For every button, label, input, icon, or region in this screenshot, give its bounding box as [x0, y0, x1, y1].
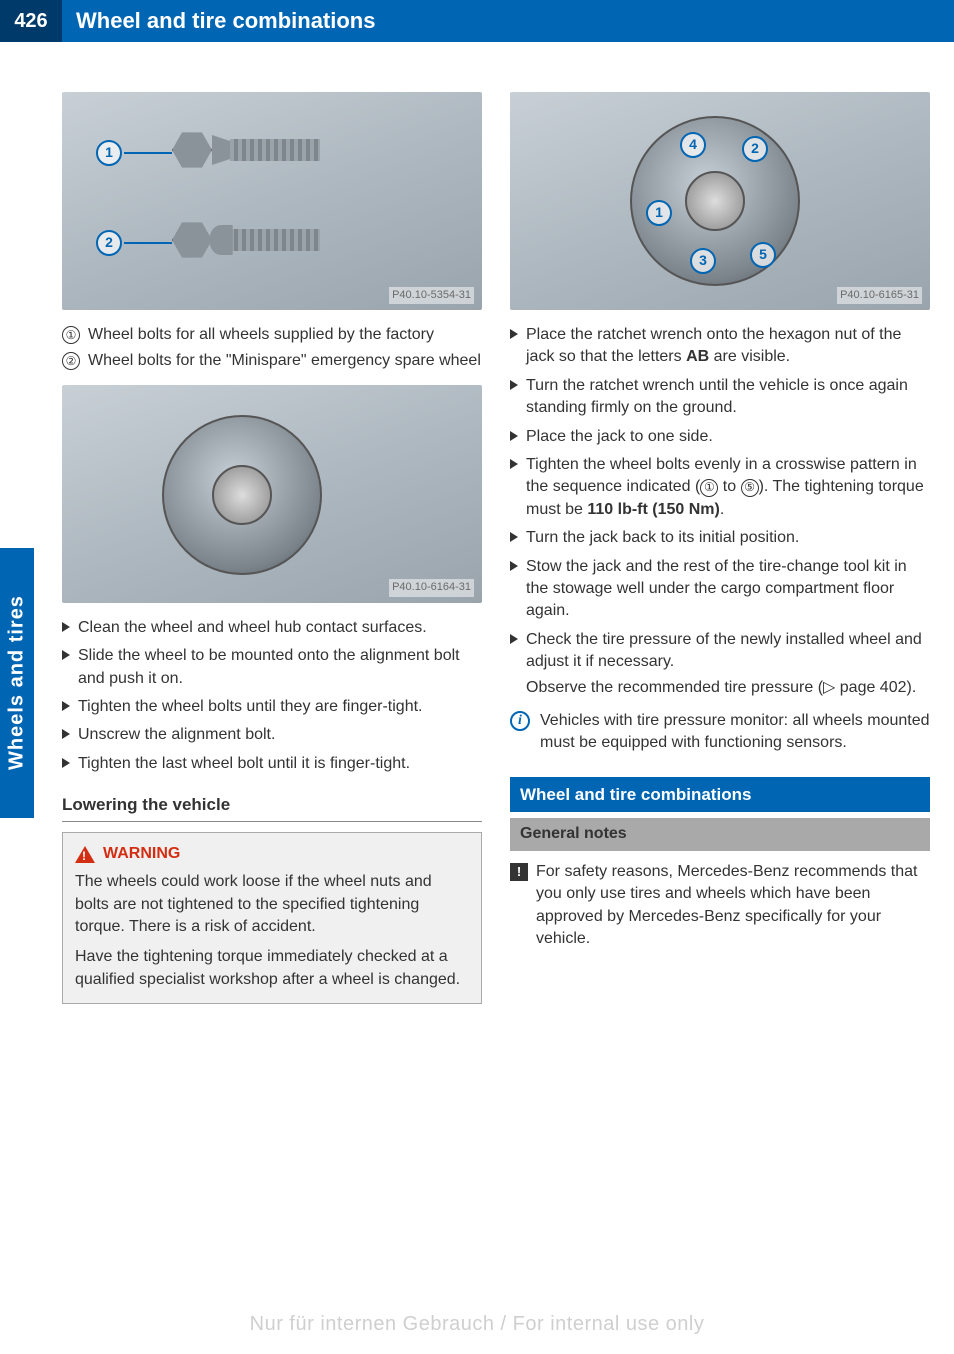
step-text: Place the jack to one side.: [526, 426, 713, 448]
step-text: Stow the jack and the rest of the tire-c…: [526, 556, 930, 623]
header-title: Wheel and tire combinations: [62, 8, 375, 34]
step-text: Unscrew the alignment bolt.: [78, 724, 275, 746]
step-tighten-crosswise: Tighten the wheel bolts evenly in a cros…: [510, 454, 930, 521]
step-turn-ratchet: Turn the ratchet wrench until the vehicl…: [510, 375, 930, 420]
important-text: For safety reasons, Mercedes-Benz recomm…: [536, 861, 930, 951]
subheading-lowering: Lowering the vehicle: [62, 793, 482, 822]
step-place-ratchet: Place the ratchet wrench onto the hexago…: [510, 324, 930, 369]
callout-2-icon: 2: [742, 136, 768, 162]
section-heading: Wheel and tire combinations: [510, 777, 930, 813]
step-text: Clean the wheel and wheel hub contact su…: [78, 617, 427, 639]
bullet-icon: [62, 758, 70, 768]
warning-paragraph-1: The wheels could work loose if the wheel…: [75, 871, 469, 938]
content-area: 1 2 P40.10-5354-31 ① Wheel bolts for all…: [0, 42, 954, 1004]
figure-code: P40.10-5354-31: [389, 287, 474, 304]
step-text: Tighten the wheel bolts evenly in a cros…: [526, 454, 930, 521]
footer-watermark: Nur für internen Gebrauch / For internal…: [0, 1313, 954, 1336]
bullet-icon: [510, 634, 518, 644]
callout-1-icon: 1: [646, 200, 672, 226]
bullet-icon: [510, 459, 518, 469]
step-slide: Slide the wheel to be mounted onto the a…: [62, 645, 482, 690]
step-stow-jack: Stow the jack and the rest of the tire-c…: [510, 556, 930, 623]
exclamation-icon: !: [510, 863, 528, 881]
figure-mounting-wheel: P40.10-6164-31: [62, 385, 482, 603]
right-column: 1 2 3 4 5 P40.10-6165-31 Place the ratch…: [510, 92, 930, 1004]
bullet-icon: [510, 532, 518, 542]
bullet-icon: [510, 561, 518, 571]
inline-circ-1-icon: ①: [700, 479, 718, 497]
bullet-icon: [510, 431, 518, 441]
warning-box: WARNING The wheels could work loose if t…: [62, 832, 482, 1004]
subsection-heading: General notes: [510, 818, 930, 850]
figure-code: P40.10-6164-31: [389, 579, 474, 596]
bullet-icon: [510, 329, 518, 339]
step-text: Place the ratchet wrench onto the hexago…: [526, 324, 930, 369]
info-icon: i: [510, 711, 530, 731]
warning-label: WARNING: [103, 843, 180, 865]
legend-text-1: Wheel bolts for all wheels supplied by t…: [88, 324, 434, 346]
step-text: Slide the wheel to be mounted onto the a…: [78, 645, 482, 690]
legend-number-1-icon: ①: [62, 326, 80, 344]
bullet-icon: [62, 650, 70, 660]
callout-1-icon: 1: [96, 140, 122, 166]
bullet-icon: [510, 380, 518, 390]
page-header: 426 Wheel and tire combinations: [0, 0, 954, 42]
bullet-icon: [62, 729, 70, 739]
important-note: ! For safety reasons, Mercedes-Benz reco…: [510, 861, 930, 951]
left-column: 1 2 P40.10-5354-31 ① Wheel bolts for all…: [62, 92, 482, 1004]
warning-paragraph-2: Have the tightening torque immediately c…: [75, 946, 469, 991]
legend-row-2: ② Wheel bolts for the "Minispare" emerge…: [62, 350, 482, 372]
callout-5-icon: 5: [750, 242, 776, 268]
figure-code: P40.10-6165-31: [837, 287, 922, 304]
step-text: Turn the ratchet wrench until the vehicl…: [526, 375, 930, 420]
page-number: 426: [0, 0, 62, 42]
side-tab: Wheels and tires: [0, 548, 34, 818]
step-tighten-last: Tighten the last wheel bolt until it is …: [62, 753, 482, 775]
step-place-jack: Place the jack to one side.: [510, 426, 930, 448]
warning-title: WARNING: [75, 843, 469, 865]
callout-3-icon: 3: [690, 248, 716, 274]
callout-2-icon: 2: [96, 230, 122, 256]
step-tighten-finger: Tighten the wheel bolts until they are f…: [62, 696, 482, 718]
bullet-icon: [62, 622, 70, 632]
step-jack-initial: Turn the jack back to its initial positi…: [510, 527, 930, 549]
step-text: Turn the jack back to its initial positi…: [526, 527, 799, 549]
step-unscrew: Unscrew the alignment bolt.: [62, 724, 482, 746]
callout-4-icon: 4: [680, 132, 706, 158]
warning-triangle-icon: [75, 846, 95, 863]
bullet-icon: [62, 701, 70, 711]
legend-number-2-icon: ②: [62, 352, 80, 370]
info-text: Vehicles with tire pressure monitor: all…: [540, 710, 930, 755]
figure-tighten-sequence: 1 2 3 4 5 P40.10-6165-31: [510, 92, 930, 310]
legend-row-1: ① Wheel bolts for all wheels supplied by…: [62, 324, 482, 346]
step-check-pressure: Check the tire pressure of the newly ins…: [510, 629, 930, 700]
step-clean: Clean the wheel and wheel hub contact su…: [62, 617, 482, 639]
info-note: i Vehicles with tire pressure monitor: a…: [510, 710, 930, 755]
inline-circ-5-icon: ⑤: [741, 479, 759, 497]
figure-wheel-bolts: 1 2 P40.10-5354-31: [62, 92, 482, 310]
step-text: Tighten the last wheel bolt until it is …: [78, 753, 410, 775]
legend-text-2: Wheel bolts for the "Minispare" emergenc…: [88, 350, 481, 372]
step-text: Check the tire pressure of the newly ins…: [526, 629, 930, 700]
torque-value: 110 lb-ft (150 Nm): [587, 501, 719, 518]
step-text: Tighten the wheel bolts until they are f…: [78, 696, 423, 718]
